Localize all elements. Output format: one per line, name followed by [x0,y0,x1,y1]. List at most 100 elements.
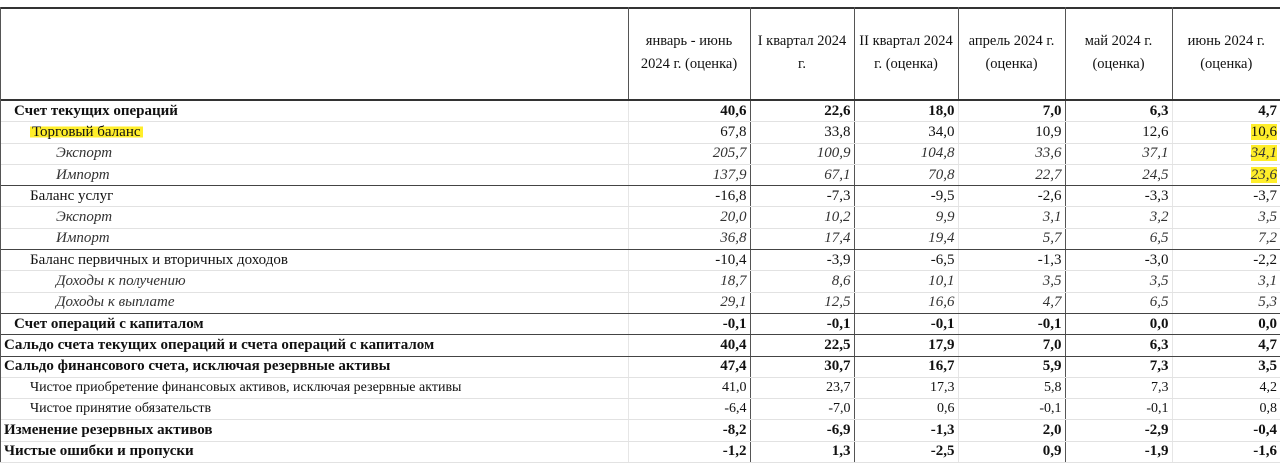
value-cell: 17,4 [749,228,854,251]
table-row: Доходы к выплате 29,1 12,5 16,6 4,7 6,5 5,3 [0,292,1280,314]
value-cell: 12,6 [1064,121,1172,144]
column-header: I квартал 2024 г. [749,7,854,101]
row-label: Доходы к получению [0,270,628,293]
value-cell: -2,6 [957,185,1065,208]
value-cell: 6,5 [1064,228,1172,251]
value-cell: 33,6 [957,143,1065,165]
value-cell: 5,3 [1171,292,1280,314]
value-cell: 205,7 [627,143,750,165]
value-cell: 7,3 [1064,356,1172,378]
row-label: Импорт [0,228,628,251]
table-row: Баланс первичных и вторичных доходов -10,… [0,249,1280,272]
row-label-text: Доходы к получению [56,273,186,290]
column-header: январь - июнь 2024 г. (оценка) [627,7,750,101]
table-row: Чистое приобретение финансовых активов, … [0,377,1280,400]
value-cell: 3,5 [957,270,1065,293]
row-label-text: Доходы к выплате [56,294,175,311]
value-cell: 6,3 [1064,334,1172,357]
value-cell: 18,7 [627,270,750,293]
value-cell: 22,7 [957,164,1065,187]
table-row: Доходы к получению 18,7 8,6 10,1 3,5 3,5 3,1 [0,270,1280,293]
value-cell: 47,4 [627,356,750,378]
row-label: Экспорт [0,206,628,229]
column-header: II квартал 2024 г. (оценка) [853,7,958,101]
row-label: Торговый баланс [0,121,628,144]
row-label: Сальдо финансового счета, исключая резер… [0,356,628,378]
value-cell: 34,1 [1171,143,1280,165]
value-cell: 6,3 [1064,100,1172,123]
value-cell: -0,1 [957,313,1065,336]
value-cell: 16,7 [853,356,958,378]
table-row: Экспорт 205,7 100,9 104,8 33,6 37,1 34,1 [0,143,1280,165]
row-label: Доходы к выплате [0,292,628,314]
value-cell: 33,8 [749,121,854,144]
header-label-cell [0,7,628,101]
value-cell: 17,3 [853,377,958,400]
value-cell: -3,0 [1064,249,1172,272]
value-cell: -2,5 [853,441,958,463]
value-cell: 0,0 [1171,313,1280,336]
row-label: Баланс первичных и вторичных доходов [0,249,628,272]
value-cell: 12,5 [749,292,854,314]
row-label-text: Экспорт [56,209,113,226]
column-header: май 2024 г. (оценка) [1064,7,1172,101]
row-label-text: Сальдо финансового счета, исключая резер… [4,358,391,375]
value-cell: 20,0 [627,206,750,229]
value-cell: -3,3 [1064,185,1172,208]
value-cell: 23,7 [749,377,854,400]
row-label-text: Баланс услуг [30,187,114,204]
table-row: Сальдо финансового счета, исключая резер… [0,356,1280,378]
value-cell: -7,0 [749,398,854,421]
row-label: Изменение резервных активов [0,419,628,442]
row-label-text: Баланс первичных и вторичных доходов [30,251,288,268]
value-cell: 0,6 [853,398,958,421]
value-cell: 23,6 [1171,164,1280,187]
value-cell: 4,7 [1171,100,1280,123]
value-cell: 22,5 [749,334,854,357]
row-label: Счет текущих операций [0,100,628,123]
value-cell: 17,9 [853,334,958,357]
value-cell: 8,6 [749,270,854,293]
table-row: Чистое принятие обязательств -6,4 -7,0 0,6-… [0,398,1280,421]
value-cell: 10,6 [1171,121,1280,144]
value-cell: 16,6 [853,292,958,314]
value-cell: 137,9 [627,164,750,187]
table-row: Торговый баланс 67,8 33,8 34,0 10,9 12,6 10,6 [0,121,1280,144]
value-cell: 0,9 [957,441,1065,463]
row-label-text: Импорт [56,230,110,247]
value-cell: 7,2 [1171,228,1280,251]
row-label-text: Торговый баланс [30,123,143,140]
highlighted-value: 23,6 [1250,166,1277,183]
column-header: апрель 2024 г. (оценка) [957,7,1065,101]
value-cell: 40,4 [627,334,750,357]
row-label-text: Чистое приобретение финансовых активов, … [30,380,462,395]
table-row: Счет операций с капиталом -0,1 -0,1 -0,1 -0,… [0,313,1280,336]
value-cell: -1,3 [853,419,958,442]
value-cell: -1,6 [1171,441,1280,463]
row-label: Импорт [0,164,628,187]
value-cell: -0,1 [627,313,750,336]
value-cell: 3,2 [1064,206,1172,229]
value-cell: 104,8 [853,143,958,165]
value-cell: 10,9 [957,121,1065,144]
value-cell: -0,1 [749,313,854,336]
value-cell: -0,1 [853,313,958,336]
row-label-text: Изменение резервных активов [4,422,213,439]
row-label-text: Импорт [56,166,110,183]
column-header: июнь 2024 г. (оценка) [1171,7,1280,101]
value-cell: 3,1 [957,206,1065,229]
value-cell: -1,3 [957,249,1065,272]
row-label: Баланс услуг [0,185,628,208]
table-row: Сальдо счета текущих операций и счета оп… [0,334,1280,357]
value-cell: 67,8 [627,121,750,144]
header-row: январь - июнь 2024 г. (оценка) I квартал… [0,7,1280,101]
value-cell: -0,1 [957,398,1065,421]
table-row: Экспорт 20,0 10,2 9,9 3,1 3,2 3,5 [0,206,1280,229]
value-cell: -2,2 [1171,249,1280,272]
table-row: Импорт 36,8 17,4 19,4 5,7 6,5 7,2 [0,228,1280,251]
row-label: Сальдо счета текущих операций и счета оп… [0,334,628,357]
value-cell: 41,0 [627,377,750,400]
value-cell: 7,0 [957,100,1065,123]
row-label: Экспорт [0,143,628,165]
value-cell: -9,5 [853,185,958,208]
